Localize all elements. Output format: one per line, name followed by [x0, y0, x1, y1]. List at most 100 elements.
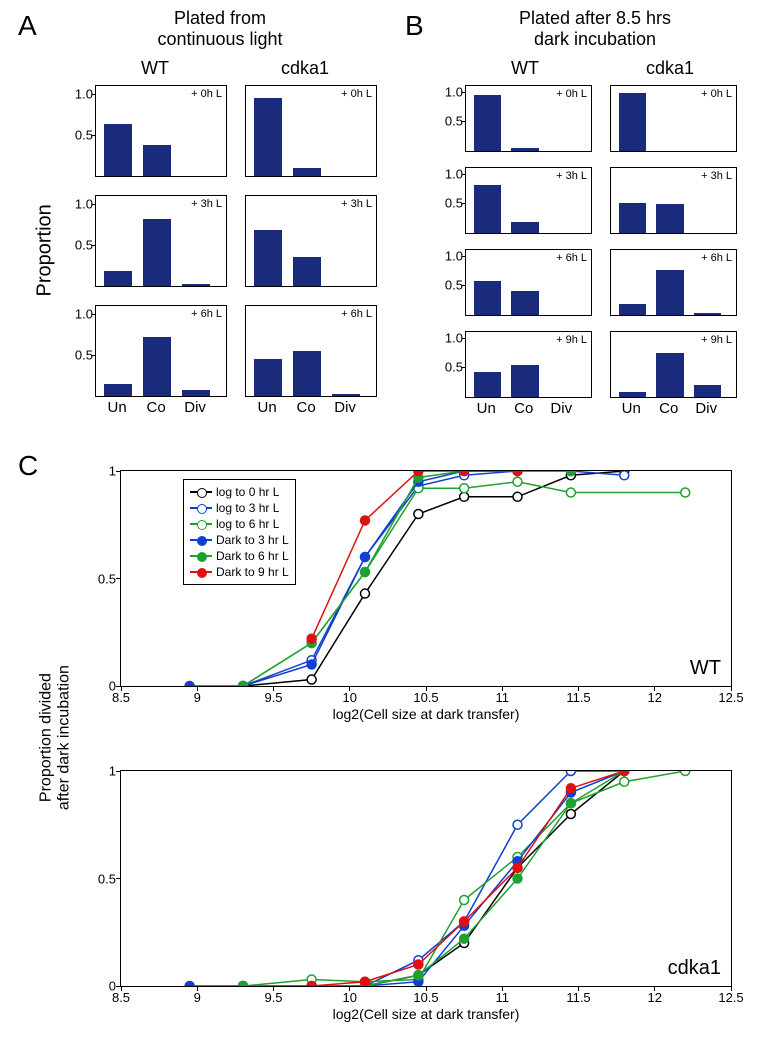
bar-chart: + 0h L0.51.0 — [95, 85, 227, 177]
panel-a-label: A — [18, 10, 37, 42]
bar — [293, 257, 322, 286]
xtick-label: 12 — [648, 990, 662, 1005]
x-cat: Div — [184, 399, 206, 416]
bar-chart: + 6h L0.51.0 — [465, 249, 592, 316]
x-cat: Co — [514, 400, 533, 417]
bar — [293, 351, 322, 396]
legend-item: log to 6 hr L — [190, 516, 289, 532]
bar — [182, 284, 211, 286]
ytick-label: 0.5 — [445, 360, 463, 375]
bar — [619, 304, 647, 315]
bar — [474, 185, 502, 233]
bar — [619, 93, 647, 151]
ytick-label: 0 — [109, 979, 116, 994]
col-cdka1-a: cdka1 — [245, 58, 365, 79]
chart-svg — [121, 771, 731, 986]
legend-label: Dark to 9 hr L — [216, 565, 289, 579]
xtick-label: 9.5 — [264, 990, 282, 1005]
bar-chart: + 6h L — [245, 305, 377, 397]
figure-root: A Plated from continuous light WT cdka1 … — [10, 10, 760, 1040]
xtick-label: 11 — [496, 990, 510, 1005]
bar-chart: + 0h L0.51.0 — [465, 85, 592, 152]
ytick-label: 0.5 — [445, 196, 463, 211]
panel-c-label: C — [18, 450, 38, 482]
bar-chart: + 3h L — [610, 167, 737, 234]
bar — [619, 392, 647, 397]
line-chart-wt: 8.599.51010.51111.51212.500.51log2(Cell … — [120, 470, 732, 687]
bar — [143, 219, 172, 286]
x-cat: Div — [550, 400, 572, 417]
bar — [619, 203, 647, 233]
ytick-label: 1 — [109, 464, 116, 479]
bar — [104, 271, 133, 286]
ytick-label: 1.0 — [445, 84, 463, 99]
bar — [511, 148, 539, 151]
chart-annotation: + 0h L — [701, 88, 732, 100]
panel-a-title: Plated from continuous light — [70, 8, 370, 50]
bar — [694, 313, 722, 315]
bar — [254, 98, 283, 176]
bar-chart: + 6h L0.51.0 — [95, 305, 227, 397]
bar-chart: + 3h L — [245, 195, 377, 287]
text: Proportion divided — [37, 673, 54, 802]
xtick-label: 12.5 — [718, 690, 743, 705]
legend: log to 0 hr L log to 3 hr Llog to 6 hr L D… — [183, 479, 296, 585]
x-cat: Div — [695, 400, 717, 417]
ytick-label: 1.0 — [75, 197, 93, 212]
chart-corner-label: WT — [690, 657, 721, 680]
bar — [254, 230, 283, 286]
bar — [104, 124, 133, 176]
xtick-label: 12 — [648, 690, 662, 705]
x-cat: Un — [622, 400, 641, 417]
ytick-label: 0.5 — [98, 571, 116, 586]
ytick-label: 0.5 — [445, 114, 463, 129]
xtick-label: 10 — [343, 990, 357, 1005]
bar — [474, 372, 502, 397]
ytick-label: 1.0 — [445, 166, 463, 181]
xtick-label: 9 — [194, 990, 201, 1005]
xtick-label: 12.5 — [718, 990, 743, 1005]
chart-annotation: + 0h L — [556, 88, 587, 100]
bar — [474, 95, 502, 151]
chart-annotation: + 6h L — [341, 308, 372, 320]
xtick-label: 9.5 — [264, 690, 282, 705]
chart-annotation: + 0h L — [341, 88, 372, 100]
text: Plated from — [174, 8, 266, 28]
text: continuous light — [157, 29, 282, 49]
panel-b-label: B — [405, 10, 424, 42]
x-cat: Co — [147, 399, 166, 416]
yaxis-label-proportion: Proportion — [34, 177, 57, 297]
legend-label: log to 3 hr L — [216, 501, 279, 515]
ytick-label: 1.0 — [445, 248, 463, 263]
xtick-label: 11.5 — [566, 690, 590, 705]
bar — [182, 390, 211, 396]
legend-item: Dark to 9 hr L — [190, 564, 289, 580]
x-cat: Un — [477, 400, 496, 417]
legend-label: log to 0 hr L — [216, 485, 279, 499]
bar — [511, 291, 539, 315]
xtick-label: 9 — [194, 690, 201, 705]
legend-item: log to 3 hr L — [190, 500, 289, 516]
xtick-label: 10 — [343, 690, 357, 705]
ytick-label: 0.5 — [75, 238, 93, 253]
ytick-label: 1.0 — [75, 87, 93, 102]
x-cat: Div — [334, 399, 356, 416]
ytick-label: 0 — [109, 679, 116, 694]
text: after dark incubation — [55, 665, 72, 810]
col-wt-b: WT — [465, 58, 585, 79]
ytick-label: 1 — [109, 764, 116, 779]
chart-annotation: + 3h L — [191, 198, 222, 210]
chart-corner-label: cdka1 — [668, 957, 721, 980]
xtick-label: 11 — [496, 690, 510, 705]
xtick-label: 10.5 — [413, 690, 438, 705]
bar — [474, 281, 502, 315]
x-cat: Un — [108, 399, 127, 416]
col-wt-a: WT — [95, 58, 215, 79]
ytick-label: 0.5 — [98, 871, 116, 886]
ytick-label: 0.5 — [445, 278, 463, 293]
x-cat: Co — [659, 400, 678, 417]
text: Plated after 8.5 hrs — [519, 8, 671, 28]
chart-annotation: + 9h L — [701, 334, 732, 346]
bar — [656, 270, 684, 316]
chart-annotation: + 9h L — [556, 334, 587, 346]
